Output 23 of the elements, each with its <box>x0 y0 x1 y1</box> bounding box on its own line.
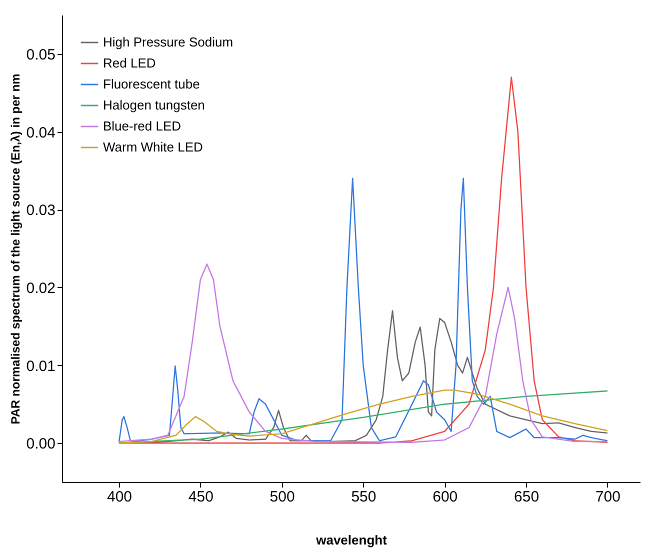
y-tick-label: 0.01 <box>26 358 56 375</box>
y-tick-label: 0.03 <box>26 202 56 220</box>
y-tick-label: 0.00 <box>26 436 56 453</box>
line-series <box>118 178 608 443</box>
legend-label: Fluorescent tube <box>103 76 200 92</box>
y-tick-label: 0.02 <box>26 280 56 297</box>
x-tick-label: 400 <box>106 488 132 506</box>
legend-label: Warm White LED <box>103 140 203 154</box>
x-tick-label: 500 <box>270 488 295 506</box>
x-tick-label: 650 <box>514 488 540 506</box>
y-tick-label: 0.04 <box>26 124 56 142</box>
x-tick-label: 700 <box>595 488 620 506</box>
legend-label: High Pressure Sodium <box>103 34 234 50</box>
x-tick-label: 600 <box>432 488 458 506</box>
x-tick-label: 450 <box>188 488 214 506</box>
line-series <box>118 263 608 443</box>
legend-label: Halogen tungsten <box>103 98 205 112</box>
legend-label: Red LED <box>103 56 156 70</box>
legend-label: Blue-red LED <box>103 118 182 134</box>
y-axis-title: PAR normalised spectrum of the light source (En,λ) in per nm <box>8 74 22 424</box>
y-tick-label: 0.05 <box>26 46 56 64</box>
x-tick-label: 550 <box>351 488 376 506</box>
x-axis-title: wavelenght <box>315 532 388 548</box>
